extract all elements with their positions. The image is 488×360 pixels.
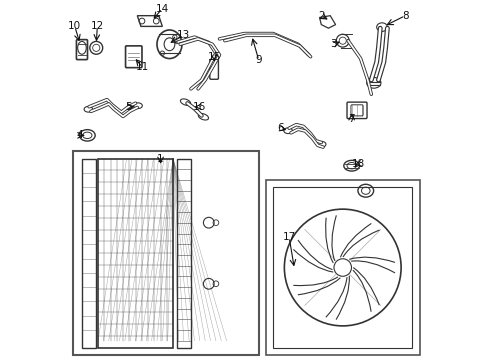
Text: 1: 1 bbox=[157, 154, 163, 163]
Text: 15: 15 bbox=[207, 52, 220, 62]
Text: 9: 9 bbox=[255, 55, 262, 65]
Text: 13: 13 bbox=[177, 30, 190, 40]
Text: 17: 17 bbox=[282, 232, 295, 242]
Text: 18: 18 bbox=[351, 159, 365, 169]
Text: 6: 6 bbox=[276, 123, 283, 133]
Text: 8: 8 bbox=[401, 11, 408, 21]
Bar bbox=[265, 180, 419, 355]
Bar bbox=[272, 187, 411, 348]
Text: 7: 7 bbox=[347, 114, 354, 124]
Text: 11: 11 bbox=[136, 63, 149, 72]
Bar bbox=[82, 158, 96, 348]
Text: 12: 12 bbox=[90, 21, 104, 31]
Text: 3: 3 bbox=[330, 39, 336, 49]
Text: 10: 10 bbox=[68, 21, 81, 31]
Text: 2: 2 bbox=[317, 11, 324, 21]
Text: 5: 5 bbox=[125, 102, 131, 112]
Bar bbox=[73, 152, 258, 355]
Text: 16: 16 bbox=[193, 102, 206, 112]
Text: 14: 14 bbox=[155, 4, 169, 14]
Bar bbox=[176, 158, 190, 348]
Bar bbox=[98, 158, 173, 348]
Text: 4: 4 bbox=[77, 130, 83, 140]
